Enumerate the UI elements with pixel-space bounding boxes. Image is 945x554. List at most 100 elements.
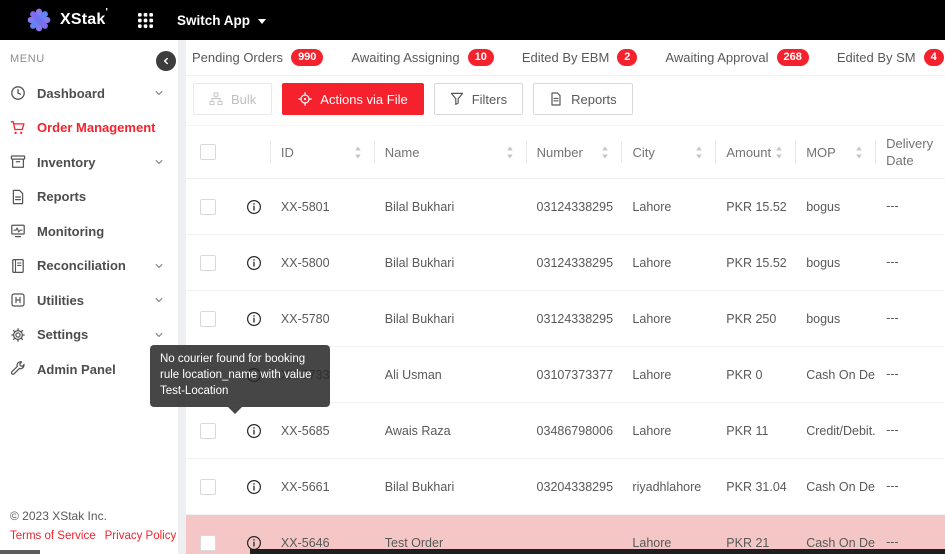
switch-app-menu[interactable]: Switch App	[177, 12, 267, 28]
cell-name: Bilal Bukhari	[384, 479, 455, 494]
sidebar-item-reports[interactable]: Reports	[0, 180, 178, 215]
sort-icon[interactable]	[354, 146, 362, 159]
header-label: Name	[384, 144, 420, 160]
cell-mop: Credit/Debit...	[806, 423, 876, 438]
terms-of-service-link[interactable]: Terms of Service	[10, 530, 96, 542]
sidebar-collapse-button[interactable]	[156, 51, 176, 71]
sidebar-item-order-management[interactable]: Order Management	[0, 111, 178, 146]
sidebar-item-reconciliation[interactable]: Reconciliation	[0, 249, 178, 284]
reports-button-label: Reports	[571, 91, 617, 107]
cell-amount: PKR 21	[726, 535, 770, 550]
chevron-down-icon	[154, 157, 164, 167]
brand-mark: '	[105, 7, 109, 18]
actions-via-file-label: Actions via File	[320, 91, 408, 107]
sort-icon[interactable]	[506, 146, 514, 159]
sidebar-item-label: Utilities	[37, 292, 84, 308]
tab-awaiting-approval[interactable]: Awaiting Approval 268	[665, 40, 809, 75]
row-info-cell	[240, 479, 270, 495]
info-icon[interactable]	[246, 199, 262, 215]
sidebar-item-utilities[interactable]: Utilities	[0, 283, 178, 318]
actions-via-file-button[interactable]: Actions via File	[282, 83, 424, 115]
row-checkbox[interactable]	[200, 534, 216, 551]
tab-pending-orders[interactable]: Pending Orders 990	[192, 40, 324, 75]
tab-edited-by-sm[interactable]: Edited By SM 4	[837, 40, 944, 75]
info-icon[interactable]	[246, 311, 262, 327]
table-row: XX-5800 Bilal Bukhari 03124338295 Lahore…	[186, 235, 945, 291]
page-horizontal-scrollbar-thumb[interactable]	[0, 550, 40, 554]
cell-name: Bilal Bukhari	[384, 255, 455, 270]
copyright-text: © 2023 XStak Inc.	[10, 509, 107, 523]
privacy-policy-link[interactable]: Privacy Policy	[104, 530, 177, 542]
table-row-highlighted: XX-5646 Test Order Lahore PKR 21 Cash On…	[186, 515, 945, 554]
dashboard-icon	[10, 85, 26, 101]
tooltip-text: No courier found for booking rule locati…	[160, 353, 312, 397]
sidebar-item-inventory[interactable]: Inventory	[0, 145, 178, 180]
sort-icon[interactable]	[695, 146, 703, 159]
header-id: ID	[270, 126, 374, 178]
sidebar-item-monitoring[interactable]: Monitoring	[0, 214, 178, 249]
sidebar-item-settings[interactable]: Settings	[0, 318, 178, 353]
tab-edited-by-ebm[interactable]: Edited By EBM 2	[522, 40, 638, 75]
cell-mop: bogus	[806, 199, 841, 214]
header-label: ID	[280, 144, 294, 160]
count-badge: 2	[617, 49, 638, 66]
main-content: Pending Orders 990 Awaiting Assigning 10…	[186, 40, 945, 554]
sidebar-item-dashboard[interactable]: Dashboard	[0, 76, 178, 111]
bulk-button[interactable]: Bulk	[193, 83, 273, 115]
cell-id: XX-5801	[280, 199, 330, 214]
sidebar-item-admin-panel[interactable]: Admin Panel	[0, 352, 178, 387]
toolbar: Bulk Actions via File Filters Reports	[186, 76, 945, 122]
sidebar-item-label: Monitoring	[37, 223, 105, 239]
tab-awaiting-assigning[interactable]: Awaiting Assigning 10	[351, 40, 494, 75]
cell-delivery-date: ---	[886, 423, 899, 437]
app-launcher-grid-icon[interactable]	[138, 13, 153, 28]
count-badge: 268	[776, 49, 809, 66]
table-row: XX-5780 Bilal Bukhari 03124338295 Lahore…	[186, 291, 945, 347]
xstak-logo-icon	[26, 7, 52, 33]
brand: XStak'	[26, 7, 108, 33]
inventory-box-icon	[10, 154, 26, 170]
cell-amount: PKR 11	[726, 423, 769, 438]
row-checkbox[interactable]	[200, 422, 216, 439]
cell-number: 03107373377	[536, 367, 614, 382]
status-tabs: Pending Orders 990 Awaiting Assigning 10…	[186, 40, 945, 76]
row-checkbox-cell	[186, 198, 240, 215]
tab-label: Edited By EBM	[521, 50, 610, 65]
cell-mop: bogus	[806, 255, 841, 270]
cell-city: riyadhlahore	[632, 479, 702, 494]
info-icon[interactable]	[246, 479, 262, 495]
header-label: MOP	[806, 144, 836, 160]
cell-mop: Cash On Del...	[806, 479, 875, 494]
row-checkbox[interactable]	[200, 478, 216, 495]
cell-number: 03204338295	[536, 479, 614, 494]
reports-button[interactable]: Reports	[533, 83, 633, 115]
filters-button[interactable]: Filters	[433, 83, 524, 115]
sidebar-item-label: Reports	[37, 189, 87, 205]
row-checkbox-cell	[186, 310, 240, 327]
ledger-book-icon	[10, 258, 26, 274]
cell-delivery-date: ---	[886, 255, 899, 269]
sort-icon[interactable]	[601, 146, 609, 159]
table-horizontal-scrollbar-thumb[interactable]	[250, 549, 945, 554]
menu-label: MENU	[10, 53, 45, 65]
header-number: Number	[526, 126, 622, 178]
row-checkbox-cell	[186, 422, 240, 439]
cell-mop: Cash On Del...	[806, 367, 875, 382]
row-checkbox[interactable]	[200, 310, 216, 327]
select-all-checkbox[interactable]	[200, 144, 216, 160]
info-icon[interactable]	[246, 255, 262, 271]
info-icon[interactable]	[246, 423, 262, 439]
sort-icon[interactable]	[855, 146, 863, 159]
switch-app-label: Switch App	[177, 12, 251, 28]
orders-table: ID Name Number City Amount MOP Delivery …	[186, 125, 945, 554]
row-checkbox[interactable]	[200, 198, 216, 215]
cell-name: Awais Raza	[384, 423, 451, 438]
sidebar-nav: Dashboard Order Management Inventory Rep…	[0, 76, 178, 387]
count-badge: 10	[467, 49, 494, 66]
header-mop: MOP	[795, 126, 875, 178]
header-label: Amount	[726, 144, 772, 160]
sidebar-item-label: Reconciliation	[37, 258, 126, 274]
sort-icon[interactable]	[775, 146, 783, 159]
row-checkbox[interactable]	[200, 254, 216, 271]
